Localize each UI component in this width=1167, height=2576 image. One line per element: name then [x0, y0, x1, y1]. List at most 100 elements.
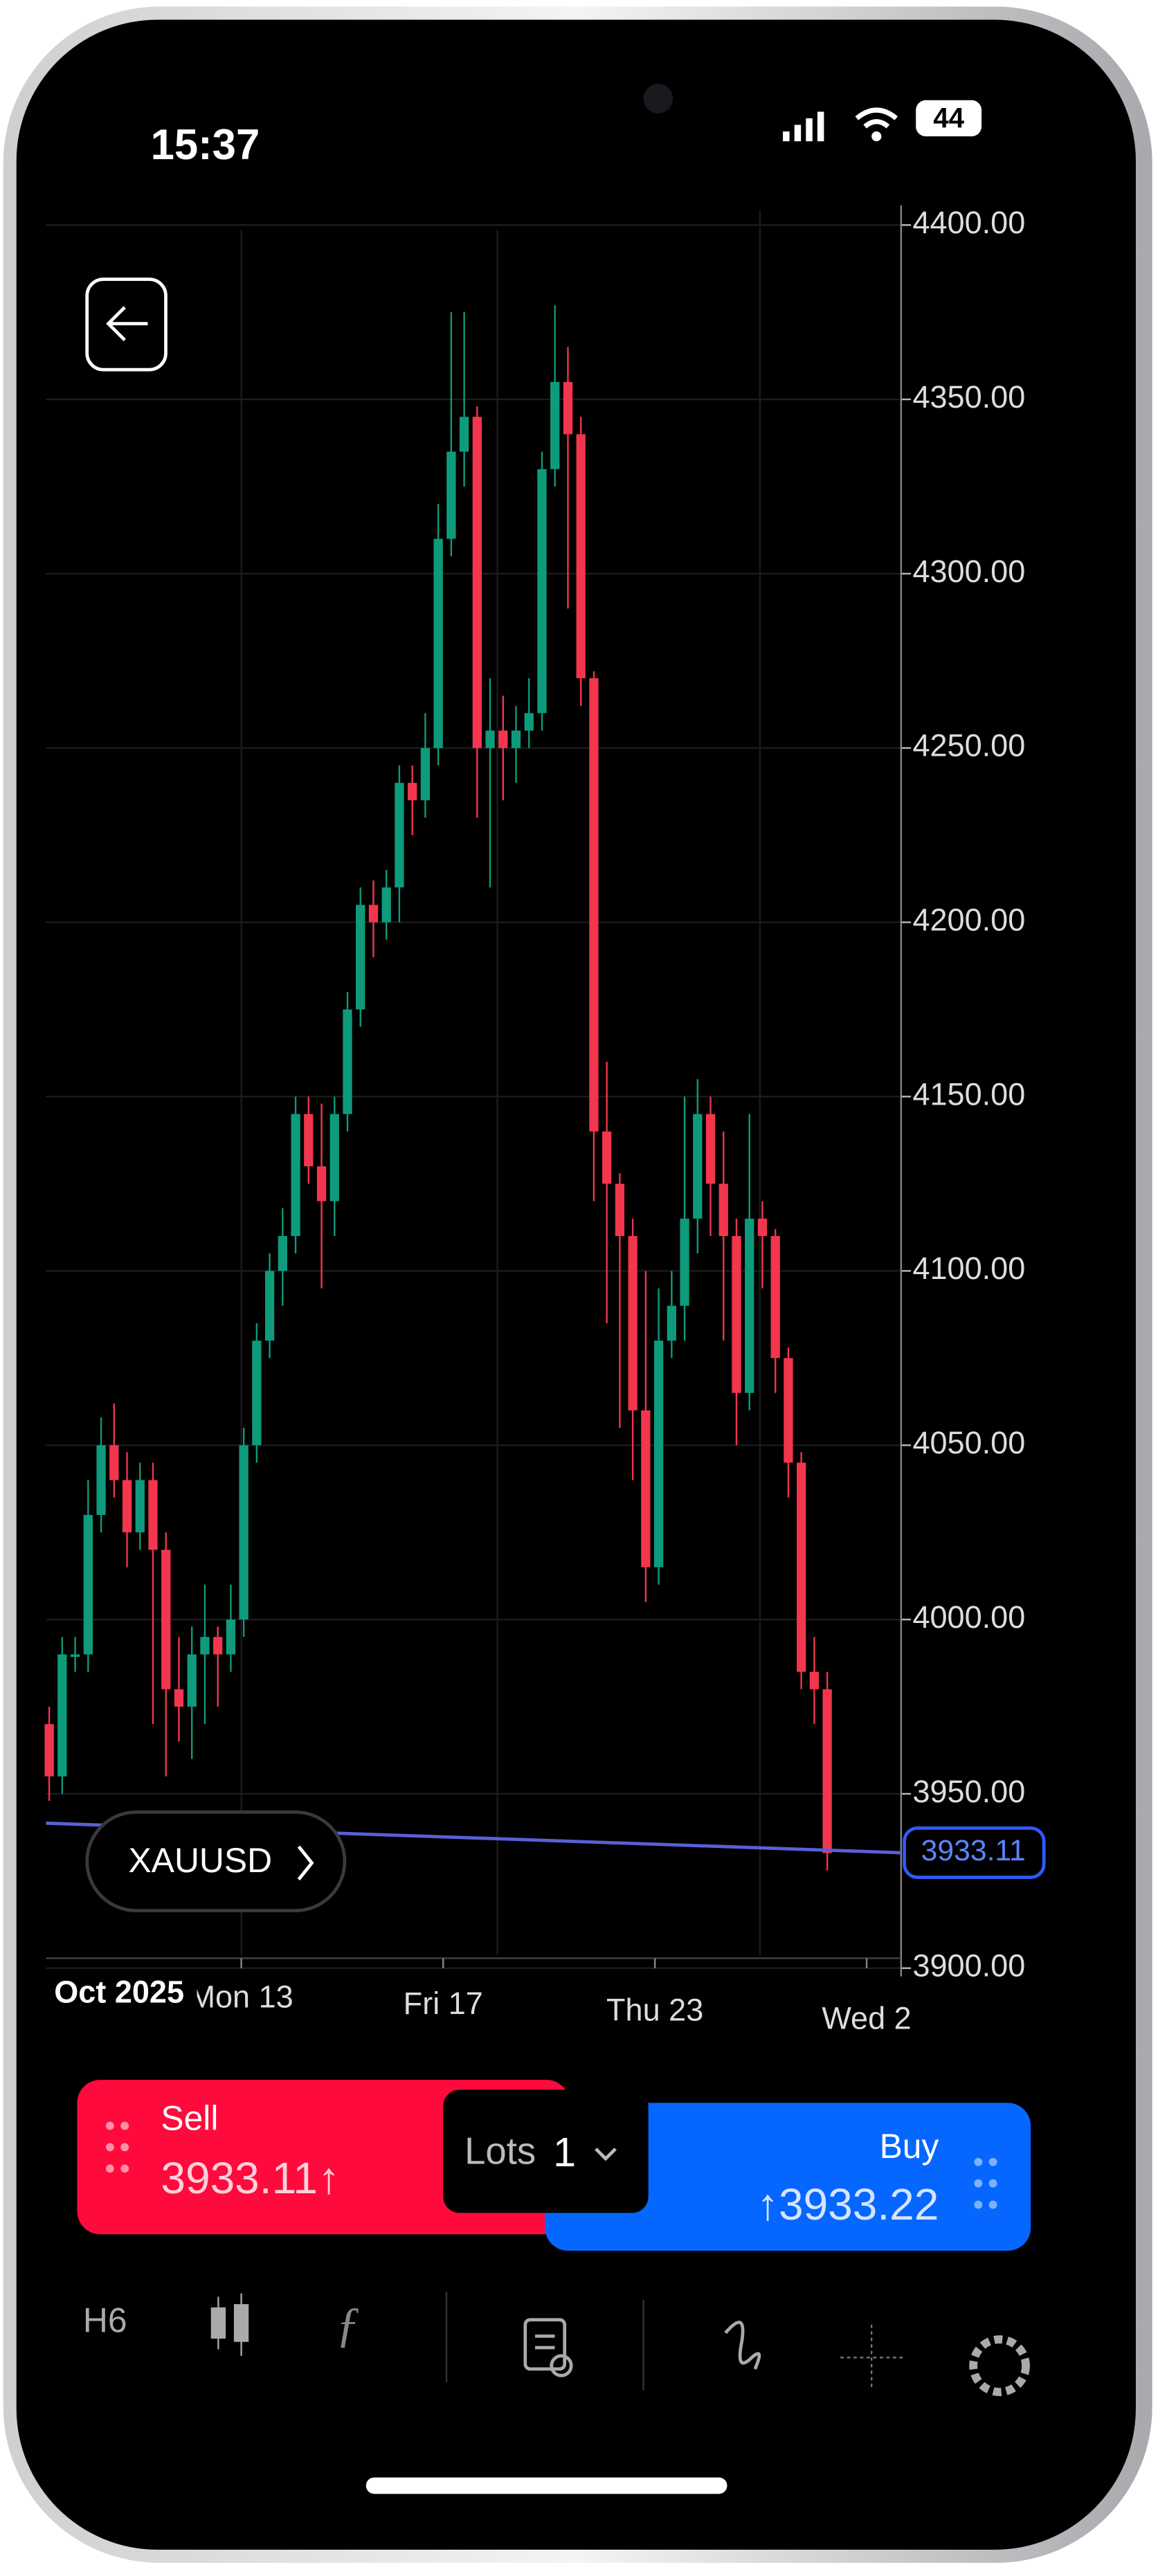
y-tick-label: 4050.00: [912, 1425, 1025, 1460]
candle-body: [511, 730, 521, 748]
symbol-pill[interactable]: [85, 1810, 347, 1913]
candle-body: [576, 434, 586, 679]
candle-body: [718, 1183, 728, 1236]
candle-body: [524, 713, 534, 731]
candle-body: [537, 469, 547, 714]
lots-value: 1: [553, 2129, 576, 2175]
candle-body: [187, 1654, 197, 1707]
back-arrow: [106, 306, 148, 342]
candle-body: [615, 1183, 625, 1236]
crosshair-icon[interactable]: [840, 2324, 903, 2391]
lots-chevron: [595, 2148, 617, 2161]
buy-label: Buy: [880, 2127, 939, 2166]
candle-body: [109, 1445, 119, 1480]
y-tick-label: 4000.00: [912, 1599, 1025, 1635]
camera: [643, 84, 673, 114]
candle-body: [745, 1218, 754, 1393]
candle-body: [653, 1341, 664, 1568]
y-tick-label: 3900.00: [912, 1948, 1025, 1984]
wifi-dot: [871, 131, 882, 142]
sell-grip: [105, 2121, 129, 2173]
candle-body: [57, 1654, 67, 1777]
candle-body: [381, 887, 391, 923]
settings-icon[interactable]: [969, 2335, 1030, 2397]
signal-icon: [783, 111, 824, 142]
y-tick-label: 4150.00: [912, 1076, 1025, 1112]
candle-body: [135, 1480, 145, 1533]
candle-body: [809, 1671, 820, 1689]
candle-body: [822, 1689, 832, 1853]
candle-body: [329, 1114, 339, 1201]
candle-body: [83, 1514, 93, 1655]
candle-body: [563, 381, 573, 435]
x-tick-label: Wed 2: [822, 2001, 911, 2036]
candle-body: [757, 1218, 768, 1236]
chevron: [297, 1845, 314, 1881]
y-tick-label: 4300.00: [912, 554, 1025, 589]
candle-body: [641, 1410, 651, 1568]
x-tick-label: Mon 13: [189, 1979, 293, 2015]
candle-body: [693, 1114, 703, 1219]
candle-body: [264, 1271, 275, 1341]
chart: 3900.00 3950.00 4000.00 4050.00 4100.00 4150.…: [44, 205, 1046, 2036]
candle-body: [252, 1341, 262, 1446]
candle-body: [550, 381, 560, 469]
candle-body: [628, 1235, 637, 1411]
vertical-grid: [240, 210, 761, 1955]
candle-body: [368, 905, 379, 923]
candle-body: [161, 1550, 171, 1689]
x-tick-label: Oct 2025: [54, 1975, 184, 2010]
back-button[interactable]: [85, 278, 168, 372]
candle-body: [420, 747, 431, 801]
candles-icon[interactable]: [210, 2293, 249, 2356]
buy-button[interactable]: [545, 2103, 1031, 2251]
wifi-icon: [855, 107, 898, 129]
candle-body: [472, 417, 482, 748]
buy-grip: [974, 2157, 997, 2209]
candle-body: [797, 1462, 806, 1672]
candle-body: [732, 1235, 741, 1393]
timeframe[interactable]: H6: [83, 2301, 127, 2340]
candle-body: [356, 905, 365, 1010]
candle-body: [784, 1358, 793, 1463]
y-tick-label: 4400.00: [912, 205, 1025, 240]
candle-body: [291, 1114, 300, 1236]
status-time: 15:37: [151, 121, 260, 169]
candle-body: [278, 1235, 287, 1271]
candle-body: [96, 1445, 106, 1515]
candle-body: [226, 1620, 236, 1655]
candle-body: [602, 1131, 612, 1184]
candle-body: [213, 1637, 223, 1655]
lots-box[interactable]: [443, 2089, 649, 2213]
candle-body: [316, 1166, 327, 1201]
indicators-icon[interactable]: ƒ: [336, 2298, 361, 2352]
draw-icon[interactable]: [724, 2321, 761, 2370]
y-tick-label: 3950.00: [912, 1774, 1025, 1809]
y-tick-label: 4100.00: [912, 1251, 1025, 1286]
candle-body: [459, 417, 469, 452]
candle-body: [395, 783, 404, 888]
candle-body: [498, 730, 508, 748]
home-indicator: [365, 2477, 727, 2494]
y-tick-label: 4250.00: [912, 728, 1025, 763]
y-tick-label: 4350.00: [912, 379, 1025, 415]
candle-body: [304, 1114, 314, 1167]
x-label-mask: [46, 1971, 197, 2017]
candle-body: [408, 783, 417, 801]
x-tick-label: Thu 23: [606, 1993, 703, 2028]
candle-body: [70, 1654, 80, 1657]
price-label-box: [903, 1826, 1046, 1879]
sell-label: Sell: [161, 2099, 218, 2138]
candle-body: [433, 538, 443, 748]
candle-body: [148, 1480, 158, 1550]
candle-body: [667, 1305, 676, 1341]
candle-body: [44, 1724, 54, 1777]
candle-body: [446, 451, 456, 539]
sell-price: 3933.11↑: [161, 2153, 340, 2203]
orders-icon[interactable]: [523, 2318, 573, 2377]
candle-body: [174, 1689, 184, 1707]
candle-body: [343, 1009, 352, 1114]
lots-label: Lots: [464, 2130, 536, 2172]
